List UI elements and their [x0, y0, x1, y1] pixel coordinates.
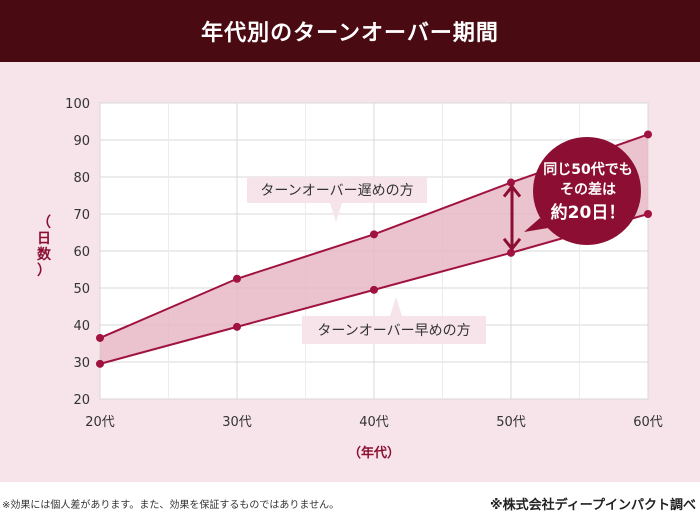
y-tick-label-4: 60 — [73, 245, 90, 260]
x-tick-label-0: 20代 — [85, 415, 115, 430]
x-axis-label: （年代） — [348, 445, 400, 461]
data-points — [96, 130, 652, 368]
data-point-0-2 — [370, 230, 378, 239]
y-tick-label-2: 40 — [73, 319, 90, 334]
callout-line-1: 同じ50代でも — [543, 161, 632, 178]
y-tick-label-6: 80 — [73, 171, 90, 186]
y-tick-labels: 20 30 40 50 60 70 80 90 100 — [65, 97, 90, 408]
callout-line-2: その差は — [560, 181, 616, 198]
data-point-0-4 — [644, 130, 652, 139]
data-point-1-0 — [96, 359, 104, 368]
x-tick-label-2: 40代 — [359, 415, 389, 430]
x-tick-label-1: 30代 — [222, 415, 252, 430]
difference-arrow — [502, 184, 522, 252]
callout-line-3: 約20日！ — [551, 202, 626, 223]
callout-bubble: 同じ50代でも その差は 約20日！ — [524, 137, 641, 245]
y-tick-label-5: 70 — [73, 208, 90, 223]
disclaimer-note: ※効果には個人差があります。また、効果を保証するものではありません。 — [2, 500, 340, 511]
x-tick-label-3: 50代 — [496, 415, 526, 430]
y-tick-label-7: 90 — [73, 134, 90, 149]
data-point-0-1 — [233, 274, 241, 283]
difference-arrow-head-top — [502, 184, 522, 198]
y-tick-label-1: 30 — [73, 356, 90, 371]
x-tick-label-4: 60代 — [633, 415, 663, 430]
x-tick-labels: 20代 30代 40代 50代 60代 — [85, 415, 663, 430]
data-point-0-3 — [507, 178, 515, 187]
series-label-fast: ターンオーバー早めの方 — [302, 297, 486, 344]
series-label-slow: ターンオーバー遅めの方 — [247, 177, 427, 222]
series-label-slow-text: ターンオーバー遅めの方 — [260, 183, 413, 199]
y-tick-label-3: 50 — [73, 282, 90, 297]
difference-arrow-head-bottom — [502, 237, 522, 252]
data-point-1-2 — [370, 285, 378, 294]
y-tick-label-8: 100 — [65, 97, 90, 112]
data-point-0-0 — [96, 333, 104, 342]
data-point-1-4 — [644, 210, 652, 218]
series-label-fast-text: ターンオーバー早めの方 — [317, 323, 470, 339]
y-tick-label-0: 20 — [73, 393, 90, 408]
y-axis-label: （日数） — [37, 215, 52, 279]
source-note: ※株式会社ディープインパクト調べ — [490, 498, 696, 513]
data-point-1-1 — [233, 322, 241, 331]
page-title: 年代別のターンオーバー期間 — [0, 0, 700, 62]
data-point-1-3 — [507, 248, 515, 257]
